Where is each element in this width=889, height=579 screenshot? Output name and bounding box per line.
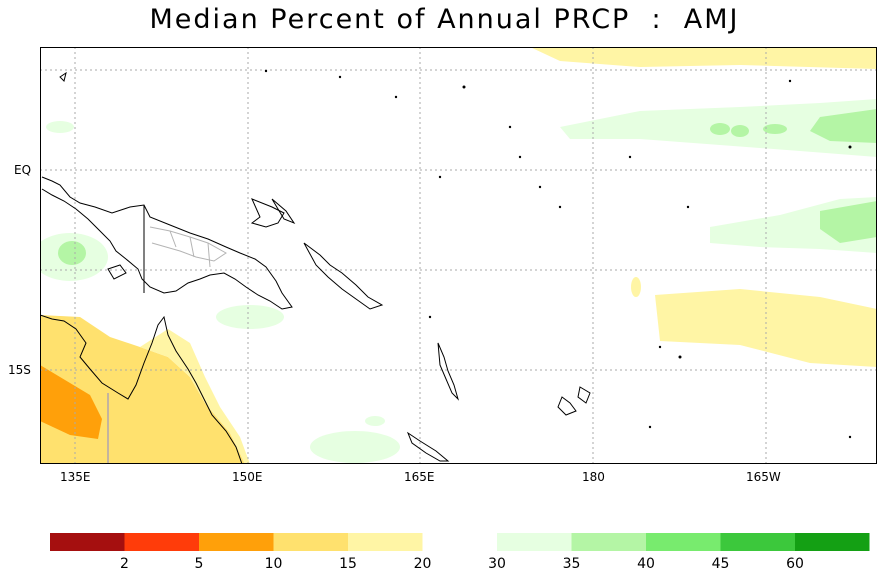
new-britain-coast [250, 198, 285, 228]
legend-dry-box-2 [199, 533, 274, 551]
new-caledonia-coast [406, 431, 450, 462]
png-province-borders [149, 226, 227, 268]
precipitation-map [40, 47, 877, 464]
coastlines [40, 71, 591, 464]
fiji-coast [557, 396, 577, 416]
legend-dry-box-3 [273, 533, 348, 551]
new-ireland-coast [271, 198, 296, 225]
wet-region-northwest-small [46, 121, 74, 133]
wet-region-coral-sea [310, 431, 400, 463]
lon-label-165e: 165E [404, 470, 435, 484]
australia-coast [40, 314, 243, 464]
dry-region-small-spot [631, 277, 641, 297]
legend-dry-label-2: 10 [264, 556, 283, 572]
wet-region-png-south [216, 305, 284, 329]
legend-dry-label-1: 5 [194, 556, 204, 572]
wet-region-north-spot-1 [710, 123, 730, 135]
legend-dry-box-4 [348, 533, 423, 551]
legend-wet-label-3: 45 [711, 556, 730, 572]
micronesia-islands [264, 69, 852, 439]
legend-wet-box-0 [497, 533, 572, 551]
legend-dry-box-1 [124, 533, 199, 551]
legend-dry-boxes [50, 533, 423, 551]
legend-dry-label-4: 20 [413, 556, 432, 572]
wet-region-equatorial-core [820, 201, 877, 243]
legend-wet-box-2 [646, 533, 721, 551]
lon-label-165w: 165W [746, 470, 781, 484]
precip-shading [40, 47, 877, 464]
timor-coast [107, 264, 127, 280]
dry-region-north-band [530, 47, 877, 69]
fiji-east-coast [577, 386, 591, 404]
legend-dry-label-3: 15 [339, 556, 357, 572]
legend-wet-box-3 [720, 533, 795, 551]
vanuatu-coast [437, 342, 460, 401]
wet-region-north-spot-3 [763, 124, 787, 134]
legend-wet-label-1: 35 [562, 556, 581, 572]
solomon-islands-coast [303, 242, 384, 310]
wet-region-north-spot-2 [731, 125, 749, 137]
legend-dry-box-0 [50, 533, 125, 551]
very-dry-region-australia [40, 365, 102, 439]
lat-label-eq: EQ [14, 163, 32, 177]
legend-wet-boxes [497, 533, 870, 551]
lon-label-135e: 135E [60, 470, 91, 484]
legend-wet-box-4 [795, 533, 870, 551]
legend-dry-label-0: 2 [120, 556, 129, 572]
lon-label-150e: 150E [232, 470, 263, 484]
legend-wet-label-2: 40 [637, 556, 655, 572]
map-frame [40, 47, 877, 464]
wet-region-pacific-small [365, 416, 385, 426]
lat-label-15s: 15S [8, 363, 31, 377]
legend-wet-label-0: 30 [488, 556, 506, 572]
legend-wet-label-4: 60 [786, 556, 804, 572]
wet-region-png-west-core [58, 241, 86, 265]
lon-label-180: 180 [582, 470, 605, 484]
dry-region-australia-outer [140, 329, 250, 464]
legend-wet-box-1 [571, 533, 646, 551]
wet-region-north-core [810, 109, 877, 143]
new-guinea-coast [41, 176, 293, 310]
map-title: Median Percent of Annual PRCP : AMJ [149, 4, 740, 35]
north-islands [59, 71, 67, 82]
